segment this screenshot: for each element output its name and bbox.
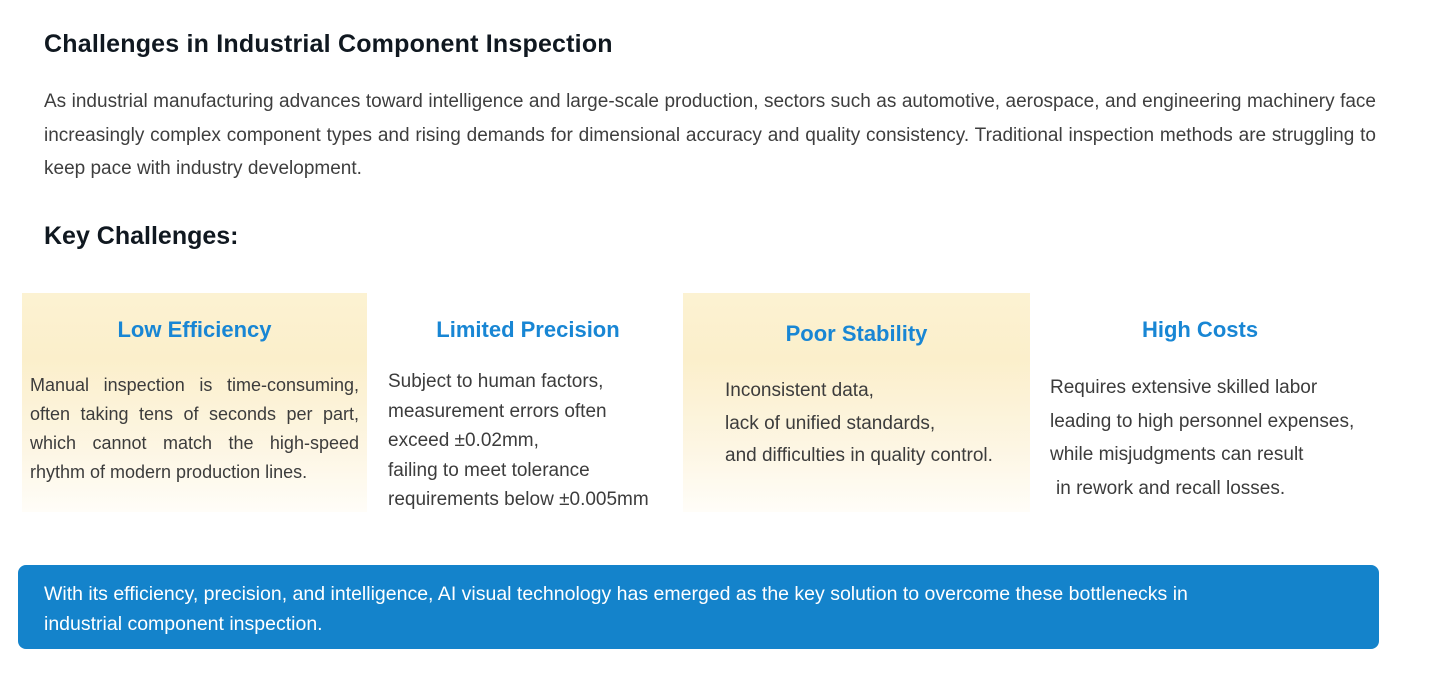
challenge-body: Manual inspection is time-consuming, oft… [30, 375, 359, 482]
page-title: Challenges in Industrial Component Inspe… [44, 30, 613, 58]
body-line: requirements below ±0.005mm [388, 489, 649, 510]
body-line: failing to meet tolerance [388, 459, 590, 481]
intro-paragraph: As industrial manufacturing advances tow… [44, 91, 1376, 179]
challenge-body: Requires extensive skilled labor leading… [1050, 371, 1422, 505]
body-line: while misjudgments can result [1050, 444, 1304, 465]
challenge-title: Limited Precision [436, 317, 620, 342]
challenge-title: High Costs [1141, 317, 1259, 342]
challenge-card-high-costs: High Costs Requires extensive skilled la… [1050, 293, 1422, 512]
body-line: exceed ±0.02mm, [388, 430, 539, 451]
challenge-card-limited-precision: Limited Precision Subject to human facto… [388, 293, 668, 512]
body-line: Requires extensive skilled labor [1050, 377, 1318, 398]
challenge-body: Inconsistent data, lack of unified stand… [683, 375, 1030, 473]
conclusion-banner: With its efficiency, precision, and inte… [18, 565, 1379, 649]
body-line: Subject to human factors, [388, 371, 604, 392]
body-line: in rework and recall losses. [1056, 477, 1286, 499]
body-line: and difficulties in quality control. [725, 445, 993, 466]
challenge-card-low-efficiency: Low Efficiency Manual inspection is time… [22, 293, 367, 512]
body-line: lack of unified standards, [725, 412, 936, 434]
challenge-body: Subject to human factors, measurement er… [388, 367, 668, 515]
body-line: leading to high personnel expenses, [1050, 410, 1355, 432]
conclusion-banner-text: With its efficiency, precision, and inte… [44, 583, 1188, 635]
body-line: Inconsistent data, [725, 380, 874, 401]
challenge-title: Poor Stability [785, 321, 928, 346]
body-line: measurement errors often [388, 400, 607, 422]
challenge-card-poor-stability: Poor Stability Inconsistent data, lack o… [683, 293, 1030, 512]
challenge-title: Low Efficiency [117, 317, 272, 342]
key-challenges-heading: Key Challenges: [44, 222, 239, 250]
